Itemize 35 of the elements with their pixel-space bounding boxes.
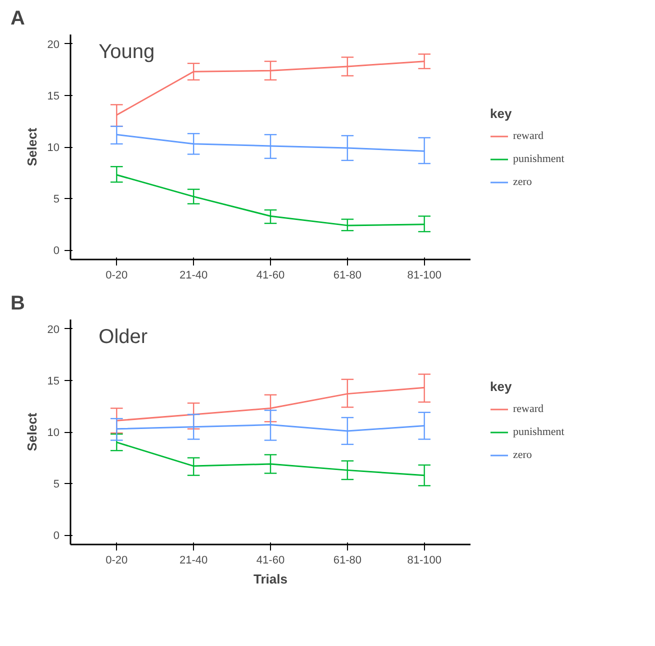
y-tick-label: 10 — [47, 142, 60, 154]
legend-label: reward — [513, 130, 544, 142]
legend-label: zero — [513, 449, 533, 461]
legend-label: punishment — [513, 152, 564, 164]
legend-label: punishment — [513, 426, 564, 438]
y-tick-label: 15 — [47, 375, 60, 388]
x-axis-title: Trials — [254, 572, 288, 586]
y-tick-label: 5 — [53, 194, 60, 206]
chart-title: Older — [98, 326, 148, 348]
legend-label: zero — [513, 176, 533, 188]
y-axis-title: Select — [24, 127, 40, 166]
x-tick-label: 81-100 — [407, 554, 442, 566]
y-tick-label: 20 — [47, 324, 60, 336]
y-tick-label: 0 — [53, 530, 60, 542]
y-axis-title: Select — [24, 412, 40, 452]
text: B — [10, 292, 25, 314]
x-tick-label: 41-60 — [256, 554, 285, 566]
x-tick-label: 61-80 — [333, 270, 362, 282]
y-tick-label: 0 — [53, 245, 60, 258]
x-tick-label: 41-60 — [256, 270, 285, 282]
x-tick-label: 61-80 — [333, 554, 362, 566]
y-tick-label: 5 — [53, 478, 60, 491]
x-tick-label: 0-20 — [106, 270, 128, 282]
y-tick-label: 20 — [47, 38, 60, 51]
legend-title: key — [490, 379, 513, 394]
x-tick-label: 0-20 — [106, 554, 128, 566]
text: A — [10, 8, 25, 30]
legend-title: key — [490, 106, 513, 120]
y-tick-label: 10 — [47, 427, 60, 439]
x-tick-label: 81-100 — [407, 270, 442, 282]
y-tick-label: 15 — [47, 90, 60, 102]
legend-label: reward — [513, 403, 544, 415]
x-tick-label: 21-40 — [180, 270, 208, 282]
chart-title: Young — [98, 41, 155, 64]
x-tick-label: 21-40 — [180, 554, 208, 566]
